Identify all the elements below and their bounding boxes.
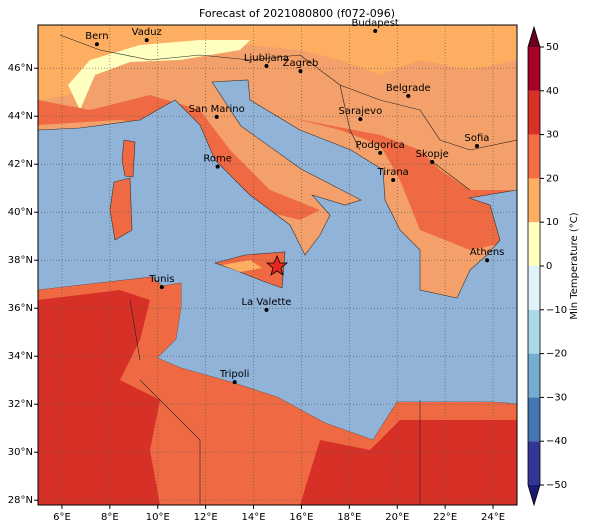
colorbar-band xyxy=(528,134,540,179)
location-star xyxy=(265,254,289,276)
x-tick-label: 16°E xyxy=(289,512,313,523)
city-label: Zagreb xyxy=(283,58,319,69)
colorbar-band xyxy=(528,309,540,354)
colorbar-band xyxy=(528,47,540,91)
city-marker xyxy=(475,143,480,148)
colorbar-tick-label: 0 xyxy=(546,261,552,272)
x-tick-label: 20°E xyxy=(385,512,409,523)
y-tick-label: 44°N xyxy=(8,111,33,122)
colorbar-tick-label: −50 xyxy=(546,480,567,491)
colorbar-tick-label: 40 xyxy=(546,86,559,97)
warm-land xyxy=(38,95,320,220)
colorbar-band xyxy=(528,441,540,485)
colorbar-tick-label: 10 xyxy=(546,217,559,228)
x-tick-label: 18°E xyxy=(337,512,361,523)
city-marker xyxy=(144,38,149,43)
city-label: Vaduz xyxy=(132,27,162,38)
city-marker xyxy=(485,258,490,263)
x-tick-label: 12°E xyxy=(194,512,218,523)
cold-land xyxy=(68,40,250,110)
colorbar-tick-label: −20 xyxy=(546,349,567,360)
city-label: Ljubljana xyxy=(244,53,289,64)
city-marker xyxy=(378,150,383,155)
colorbar-under xyxy=(528,485,540,505)
x-tick-label: 14°E xyxy=(242,512,266,523)
city-label: Athens xyxy=(470,247,505,258)
colorbar: −50 −40 −30 −20 −10 0 10 20 30 40 50 Min Temperatur… xyxy=(527,25,580,507)
colorbar-tick-label: −10 xyxy=(546,305,567,316)
warm-land xyxy=(250,110,517,250)
map-frame xyxy=(37,24,518,506)
corsica xyxy=(121,139,136,178)
y-tick-label: 30°N xyxy=(8,447,33,458)
gridlines: 6°E 8°E 10°E 12°E 14°E 16°E 18°E 20°E 22°E 24°E 28… xyxy=(8,25,517,523)
city-label: Tunis xyxy=(148,274,174,285)
title: Forecast of 2021080800 (f072-096) xyxy=(199,7,395,20)
y-tick-label: 46°N xyxy=(8,63,33,74)
city-label: Podgorica xyxy=(356,140,405,151)
y-tick-label: 38°N xyxy=(8,255,33,266)
sicily-cool xyxy=(222,260,262,272)
city-marker xyxy=(373,29,378,33)
y-tick-label: 40°N xyxy=(8,207,33,218)
colorbar-tick-label: −40 xyxy=(546,436,567,447)
colorbar-tick-label: 50 xyxy=(546,42,559,53)
city-marker xyxy=(264,307,269,312)
colorbar-label: Min Temperature (°C) xyxy=(569,212,580,319)
city-label: Budapest xyxy=(352,18,399,29)
city-marker xyxy=(232,380,237,385)
y-tick-label: 36°N xyxy=(8,303,33,314)
city-marker xyxy=(391,178,396,183)
hot-land xyxy=(300,420,517,505)
city-label: La Valette xyxy=(241,297,291,308)
y-tick-label: 28°N xyxy=(8,495,33,506)
y-tick-label: 42°N xyxy=(8,159,33,170)
city-marker xyxy=(159,285,164,290)
city-label: Sofia xyxy=(465,133,490,144)
city-marker xyxy=(358,117,363,122)
city-label: San Marino xyxy=(189,104,245,115)
x-tick-label: 22°E xyxy=(433,512,457,523)
colorbar-band xyxy=(528,397,540,442)
colorbar-over xyxy=(528,27,540,47)
city-marker xyxy=(214,114,219,119)
x-tick-label: 6°E xyxy=(53,512,71,523)
colorbar-tick-label: −30 xyxy=(546,392,567,403)
city-label: Rome xyxy=(203,154,232,165)
sardinia xyxy=(109,177,133,241)
city-label: Tirana xyxy=(377,167,409,178)
city-marker xyxy=(264,64,269,69)
colorbar-band xyxy=(528,178,540,223)
x-tick-label: 8°E xyxy=(101,512,119,523)
x-tick-label: 10°E xyxy=(146,512,170,523)
city-label: Sarajevo xyxy=(339,106,383,117)
city-marker xyxy=(215,164,220,169)
city-label: Tripoli xyxy=(219,369,250,380)
colorbar-band xyxy=(528,266,540,310)
city-label: Skopje xyxy=(416,149,449,160)
city-label: Belgrade xyxy=(386,83,431,94)
colorbar-band xyxy=(528,90,540,135)
hot-land xyxy=(38,290,160,505)
y-tick-label: 32°N xyxy=(8,399,33,410)
city-marker xyxy=(298,69,303,74)
x-tick-label: 24°E xyxy=(481,512,505,523)
colorbar-tick-label: 30 xyxy=(546,130,559,141)
city-marker xyxy=(94,42,99,47)
city-marker xyxy=(406,94,411,99)
city-label: Bern xyxy=(85,31,108,42)
y-tick-label: 34°N xyxy=(8,351,33,362)
city-marker xyxy=(430,160,435,165)
colorbar-band xyxy=(528,222,540,266)
colorbar-band xyxy=(528,353,540,398)
colorbar-tick-label: 20 xyxy=(546,173,559,184)
